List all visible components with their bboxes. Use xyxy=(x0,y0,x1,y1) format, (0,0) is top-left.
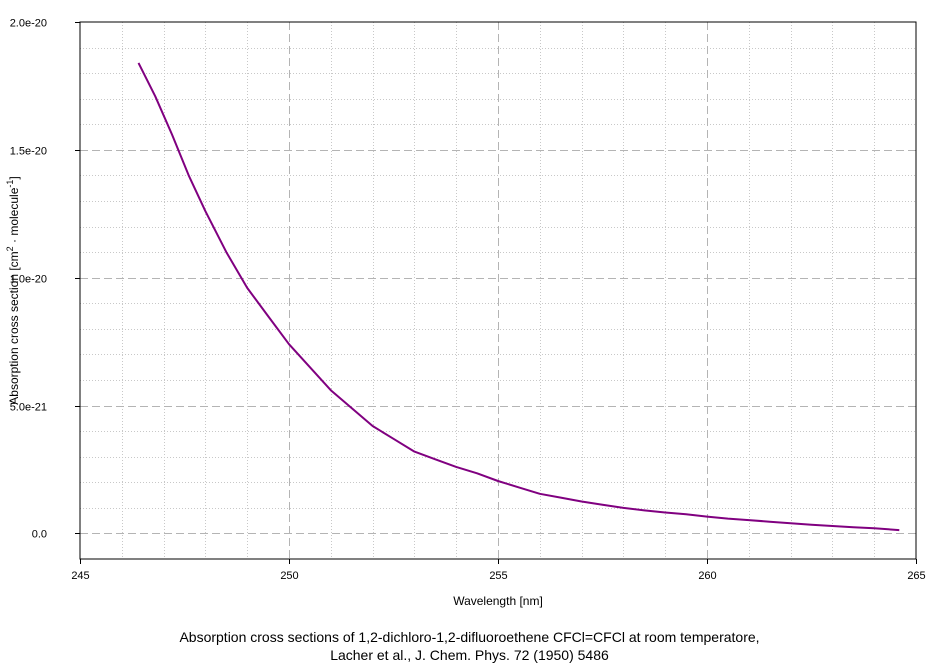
minor-gridlines xyxy=(80,22,916,559)
y-axis-title-sup1: 2 xyxy=(5,246,15,251)
y-tick-label: 0.0 xyxy=(32,529,47,541)
data-series-line xyxy=(137,62,900,532)
y-axis-title-main: Absorption cross section [cm xyxy=(7,251,21,404)
y-tick-labels: 0.0 5.0e-21 1.0e-20 1.5e-20 2.0e-20 xyxy=(10,18,47,541)
y-tick-label: 5.0e-21 xyxy=(10,402,47,414)
axis-ticks xyxy=(75,22,917,564)
chart-caption-line-1: Absorption cross sections of 1,2-dichlor… xyxy=(179,629,760,645)
x-tick-labels: 245 250 255 260 265 xyxy=(71,570,925,582)
y-axis-title: Absorption cross section [cm2 · molecule… xyxy=(5,176,21,404)
x-tick-label: 250 xyxy=(280,570,298,582)
y-tick-label: 2.0e-20 xyxy=(10,18,47,30)
y-tick-label: 1.0e-20 xyxy=(10,274,47,286)
y-axis-title-sup2: -1 xyxy=(5,180,15,188)
y-axis-title-mid: · molecule xyxy=(7,187,21,246)
major-gridlines xyxy=(80,22,916,559)
x-tick-label: 260 xyxy=(698,570,716,582)
y-tick-label: 1.5e-20 xyxy=(10,146,47,158)
series-layer xyxy=(137,62,900,532)
x-tick-label: 245 xyxy=(71,570,89,582)
y-axis-title-end: ] xyxy=(7,176,21,179)
x-axis-title: Wavelength [nm] xyxy=(453,594,543,608)
x-tick-label: 255 xyxy=(489,570,507,582)
x-tick-label: 265 xyxy=(907,570,925,582)
chart-caption-line-2: Lacher et al., J. Chem. Phys. 72 (1950) … xyxy=(330,647,609,663)
